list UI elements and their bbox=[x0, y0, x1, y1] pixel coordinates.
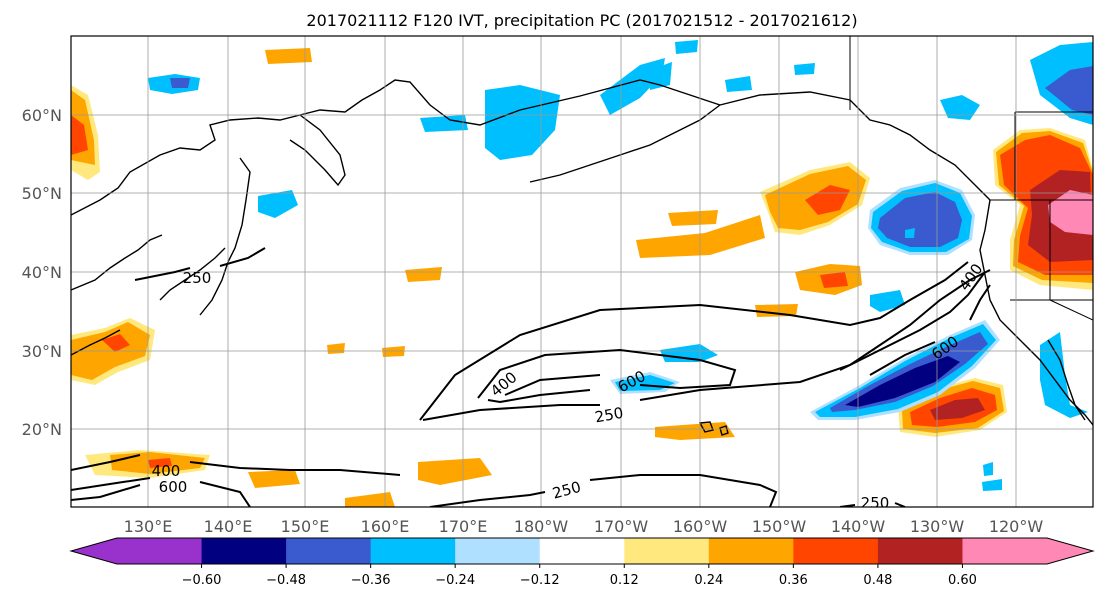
latitude-tick-labels: 60°N 50°N 40°N 30°N 20°N bbox=[22, 106, 62, 439]
lon-tick: 180°W bbox=[514, 517, 569, 536]
lon-tick: 160°E bbox=[361, 517, 410, 536]
colorbar: −0.60 −0.48 −0.36 −0.24 −0.12 0.12 0.24 0.36 0.4… bbox=[69, 537, 1095, 588]
colorbar-tick-label: 0.60 bbox=[948, 573, 977, 588]
colorbar-bin bbox=[201, 538, 287, 564]
contour-label: 250 bbox=[183, 269, 212, 287]
colorbar-outline bbox=[69, 537, 1095, 565]
colorbar-over-triangle bbox=[1047, 538, 1093, 564]
colorbar-tick-label: −0.12 bbox=[520, 573, 560, 588]
contour-label: 600 bbox=[159, 478, 188, 496]
colorbar-under-triangle bbox=[71, 538, 117, 564]
lat-tick: 40°N bbox=[22, 263, 62, 282]
contour-label: 400 bbox=[152, 462, 181, 480]
colorbar-tick-label: 0.12 bbox=[610, 573, 639, 588]
ivt-contours bbox=[71, 247, 991, 507]
colorbar-tick-label: −0.36 bbox=[351, 573, 391, 588]
lat-tick: 30°N bbox=[22, 342, 62, 361]
colorbar-bin bbox=[962, 538, 1048, 564]
longitude-tick-labels: 130°E 140°E 150°E 160°E 170°E 180°W 170°… bbox=[124, 517, 1044, 536]
lon-tick: 130°E bbox=[124, 517, 173, 536]
gridlines bbox=[71, 36, 1093, 507]
lon-tick: 170°W bbox=[594, 517, 649, 536]
lon-tick: 170°E bbox=[439, 517, 488, 536]
colorbar-tick-label: −0.48 bbox=[266, 573, 306, 588]
colorbar-bin bbox=[539, 538, 625, 564]
colorbar-tick-label: −0.24 bbox=[435, 573, 475, 588]
coastlines bbox=[71, 79, 1093, 436]
lon-tick: 160°W bbox=[673, 517, 728, 536]
lon-tick: 120°W bbox=[989, 517, 1044, 536]
colorbar-bin bbox=[117, 538, 203, 564]
colorbar-bin bbox=[286, 538, 372, 564]
lat-tick: 20°N bbox=[22, 420, 62, 439]
lon-tick: 130°W bbox=[910, 517, 965, 536]
precip-negative-shading bbox=[148, 40, 1093, 491]
colorbar-bin bbox=[370, 538, 456, 564]
lon-tick: 140°E bbox=[204, 517, 253, 536]
colorbar-bins bbox=[117, 538, 1048, 564]
colorbar-bin bbox=[455, 538, 541, 564]
colorbar-tick-label: 0.24 bbox=[694, 573, 723, 588]
colorbar-bin bbox=[624, 538, 710, 564]
lon-tick: 140°W bbox=[831, 517, 886, 536]
colorbar-tick-label: −0.60 bbox=[182, 573, 222, 588]
colorbar-bin bbox=[708, 538, 794, 564]
map-panel: 250 400 600 250 400 600 250 400 600 250 bbox=[71, 36, 1093, 512]
figure-title: 2017021112 F120 IVT, precipitation PC (2… bbox=[306, 11, 857, 30]
colorbar-bin bbox=[793, 538, 879, 564]
lon-tick: 150°W bbox=[752, 517, 807, 536]
lat-tick: 50°N bbox=[22, 184, 62, 203]
lat-tick: 60°N bbox=[22, 106, 62, 125]
contour-label: 250 bbox=[861, 494, 890, 512]
colorbar-bin bbox=[877, 538, 963, 564]
colorbar-tick-label: 0.36 bbox=[779, 573, 808, 588]
colorbar-tick-label: 0.48 bbox=[863, 573, 892, 588]
map-frame bbox=[70, 35, 1094, 508]
lon-tick: 150°E bbox=[281, 517, 330, 536]
colorbar-ticks: −0.60 −0.48 −0.36 −0.24 −0.12 0.12 0.24 0.36 0.4… bbox=[182, 564, 977, 588]
political-boundaries bbox=[849, 36, 1093, 321]
contour-label: 250 bbox=[593, 404, 624, 427]
